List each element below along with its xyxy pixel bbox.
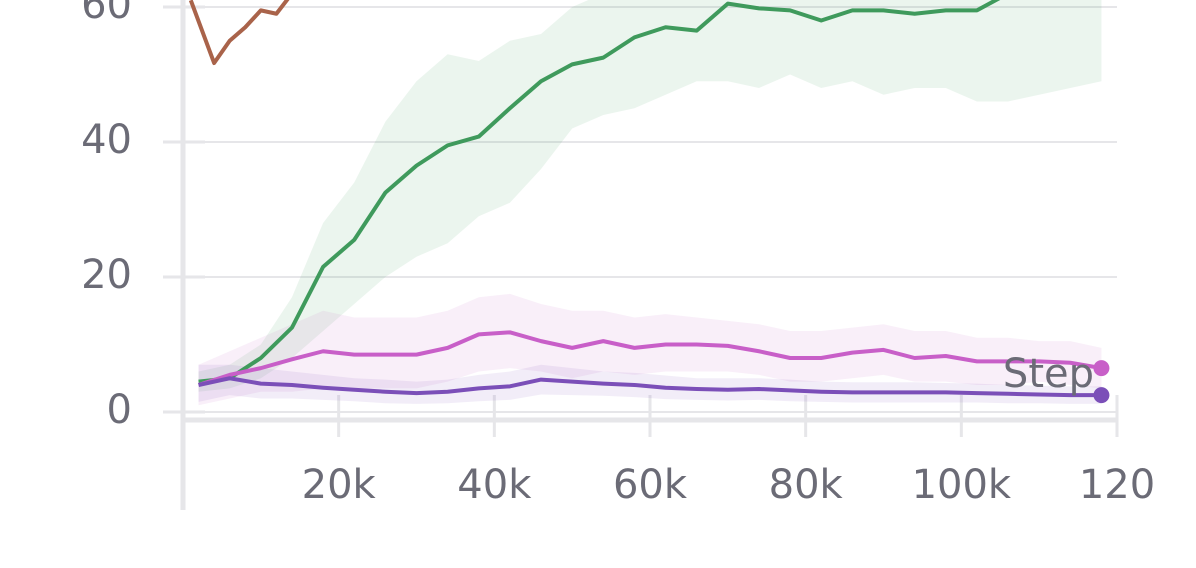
x-tick-label: 40k [457,462,532,508]
x-axis-label: Step [1003,351,1094,397]
end-point [1093,387,1110,404]
lines [188,0,1102,398]
y-tick-label: 20 [81,252,132,298]
series-line [197,330,1102,387]
x-tick-label: 20k [302,462,377,508]
x-tick-label: 120 [1079,462,1155,508]
series-line [198,376,1102,398]
x-tick-label: 80k [769,462,844,508]
series-line [188,0,290,66]
y-tick-label: 40 [81,117,132,163]
y-tick-label: 60 [81,0,132,28]
x-tick-label: 60k [613,462,688,508]
band [198,0,1102,392]
labels: 0 20 40 60 20k 40k 60k 80k 100k 120 Step [81,0,1155,508]
y-tick-label: 0 [107,387,132,433]
end-point [1093,360,1110,377]
band [198,293,1102,406]
grid [163,0,1119,510]
series-line [198,0,1001,384]
x-tick-label: 100k [912,462,1012,508]
